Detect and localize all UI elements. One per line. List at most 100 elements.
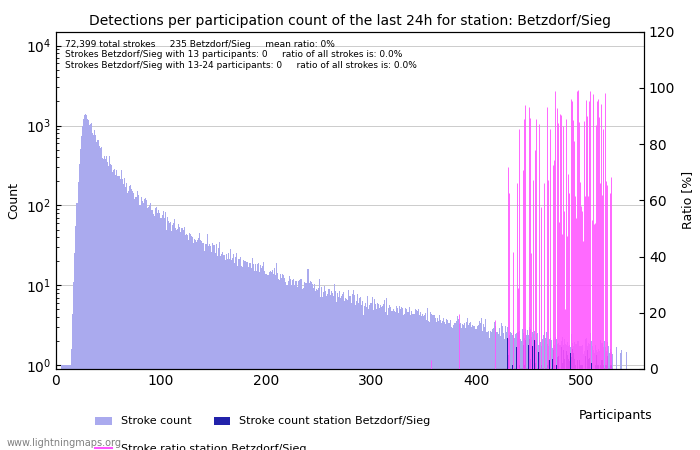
Bar (425, 314, 426, 450)
Bar (534, 331, 536, 450)
Bar (419, 315, 420, 450)
Y-axis label: Ratio [%]: Ratio [%] (681, 171, 694, 230)
Bar (118, 176, 120, 450)
Bar (524, 365, 525, 450)
Bar (65, 365, 66, 450)
Bar (489, 338, 490, 450)
Bar (186, 234, 187, 450)
Bar (437, 318, 438, 450)
Bar (244, 261, 246, 450)
Bar (430, 312, 431, 450)
Bar (568, 346, 569, 450)
Bar (97, 140, 99, 450)
Bar (106, 156, 107, 450)
Bar (461, 328, 462, 450)
Bar (385, 312, 386, 450)
Bar (446, 320, 447, 450)
Bar (360, 297, 361, 450)
Bar (626, 351, 627, 450)
Bar (536, 334, 538, 450)
Bar (359, 298, 360, 450)
Bar (395, 306, 397, 450)
Bar (561, 363, 563, 450)
Bar (183, 227, 185, 450)
Bar (99, 148, 101, 450)
Bar (364, 306, 365, 450)
Bar (64, 365, 65, 450)
Bar (160, 218, 162, 450)
Bar (566, 345, 567, 450)
Bar (230, 249, 231, 450)
Bar (458, 324, 460, 450)
Bar (156, 207, 158, 450)
Bar (490, 331, 491, 450)
Bar (570, 347, 571, 450)
Bar (316, 289, 317, 450)
Bar (192, 238, 193, 450)
Bar (587, 350, 588, 450)
Bar (345, 298, 346, 450)
Bar (592, 346, 593, 450)
Bar (88, 120, 89, 450)
Bar (620, 353, 622, 450)
Bar (239, 259, 240, 450)
Bar (235, 257, 236, 450)
Bar (588, 343, 589, 450)
Bar (297, 287, 298, 450)
Bar (66, 365, 67, 450)
Bar (290, 285, 292, 450)
Bar (253, 264, 254, 450)
Bar (198, 238, 200, 450)
Bar (237, 266, 238, 450)
Bar (275, 275, 276, 450)
Bar (93, 135, 95, 450)
Bar (384, 300, 385, 450)
Bar (323, 292, 324, 450)
Bar (554, 365, 555, 450)
Bar (150, 203, 151, 450)
Bar (141, 201, 143, 450)
Bar (126, 183, 127, 450)
Bar (110, 164, 111, 450)
Bar (262, 266, 263, 450)
Bar (378, 304, 379, 450)
Bar (584, 356, 586, 450)
Bar (525, 340, 526, 450)
Bar (309, 281, 311, 450)
Bar (573, 353, 574, 450)
Bar (202, 243, 204, 450)
Bar (553, 351, 554, 450)
Bar (68, 365, 69, 450)
Bar (109, 156, 110, 450)
Bar (559, 345, 561, 450)
Bar (505, 326, 506, 450)
Bar (361, 305, 362, 450)
Bar (122, 184, 124, 450)
Bar (416, 311, 418, 450)
Bar (282, 274, 284, 450)
Bar (318, 288, 319, 450)
Bar (139, 205, 141, 450)
Bar (540, 346, 542, 450)
Bar (149, 205, 150, 450)
Bar (611, 365, 612, 450)
Bar (85, 114, 86, 450)
Bar (549, 339, 550, 450)
Bar (223, 255, 225, 450)
Bar (171, 231, 172, 450)
Bar (108, 166, 109, 450)
Bar (552, 348, 553, 450)
Bar (407, 312, 408, 450)
Bar (347, 300, 349, 450)
Bar (292, 279, 293, 450)
Bar (426, 320, 427, 450)
Bar (567, 356, 568, 450)
Bar (197, 240, 198, 450)
Bar (251, 268, 252, 450)
Bar (302, 289, 303, 450)
Bar (519, 339, 521, 450)
Bar (67, 365, 68, 450)
Bar (542, 335, 544, 450)
Bar (314, 284, 315, 450)
Bar (389, 306, 391, 450)
